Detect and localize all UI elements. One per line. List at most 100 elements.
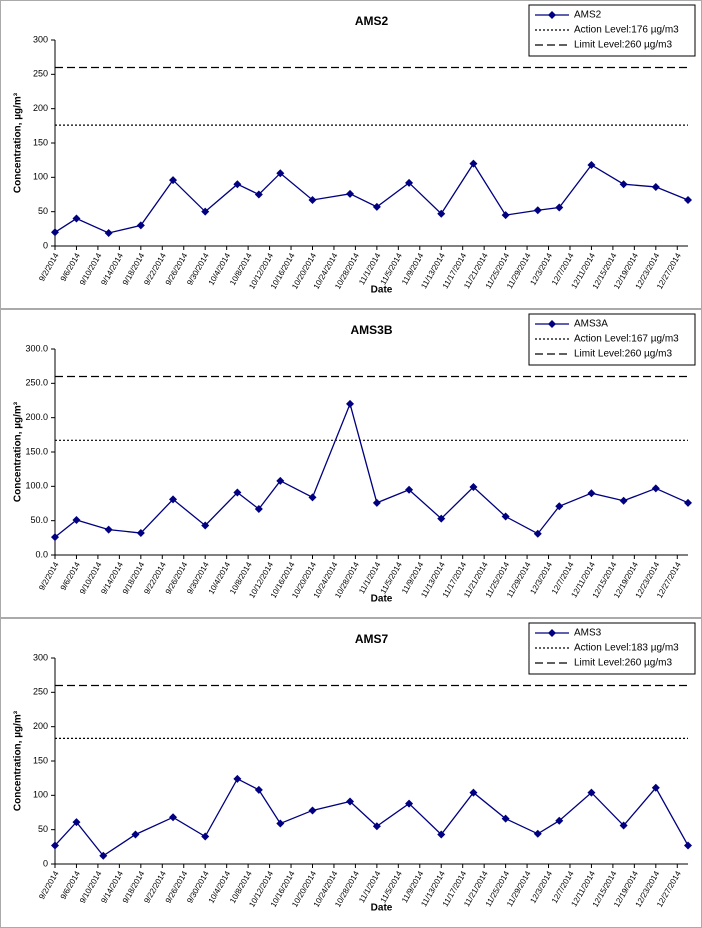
data-point [104, 525, 113, 534]
legend-label: Action Level:176 µg/m3 [574, 25, 679, 36]
chart-title: AMS2 [355, 14, 389, 28]
data-point [136, 529, 145, 538]
data-point [233, 774, 242, 783]
y-tick-label: 300.0 [25, 343, 48, 353]
data-point [469, 483, 478, 492]
data-point [136, 221, 145, 230]
x-tick-label: 9/6/2014 [59, 251, 83, 283]
y-tick-label: 200 [33, 103, 48, 113]
data-point [372, 498, 381, 507]
data-point [51, 841, 59, 850]
data-point [72, 818, 81, 827]
data-point [405, 485, 414, 494]
y-tick-label: 150 [33, 755, 48, 765]
data-point [619, 496, 628, 505]
data-point [651, 182, 660, 191]
y-axis-label: Concentration, µg/m³ [13, 401, 24, 502]
data-point [405, 178, 414, 187]
legend-label: Limit Level:260 µg/m3 [574, 658, 672, 669]
data-point [308, 493, 317, 502]
legend-marker [548, 320, 556, 328]
data-point [372, 202, 381, 211]
data-point [555, 203, 564, 212]
data-point [169, 495, 178, 504]
data-point [131, 830, 140, 839]
y-tick-label: 0.0 [35, 549, 48, 559]
data-point [201, 207, 210, 216]
legend-label: Limit Level:260 µg/m3 [574, 349, 672, 360]
data-point [254, 504, 263, 513]
data-point [555, 816, 564, 825]
data-point [276, 169, 285, 178]
legend-label: Limit Level:260 µg/m3 [574, 40, 672, 51]
data-point [372, 822, 381, 831]
data-point [233, 180, 242, 189]
y-tick-label: 200 [33, 721, 48, 731]
data-point [684, 841, 692, 850]
chart-title: AMS7 [355, 632, 389, 646]
chart-panel: AMS7 Concentration, µg/m³ Date 0 50 100 150 200… [13, 622, 696, 914]
x-axis-label: Date [371, 594, 393, 605]
y-tick-label: 150.0 [25, 446, 48, 456]
legend-label: AMS3A [574, 319, 608, 330]
data-point [201, 832, 210, 841]
y-tick-label: 100 [33, 172, 48, 182]
y-tick-label: 0 [43, 858, 48, 868]
data-point [469, 159, 478, 168]
x-tick-label: 9/6/2014 [59, 869, 83, 901]
data-point [99, 851, 108, 860]
y-tick-label: 200.0 [25, 412, 48, 422]
y-tick-label: 250.0 [25, 378, 48, 388]
x-axis-label: Date [371, 903, 393, 914]
data-point [555, 502, 564, 511]
x-tick-label: 9/2/2014 [37, 560, 61, 592]
legend-label: AMS3 [574, 628, 602, 639]
y-tick-label: 50 [38, 824, 48, 834]
data-point [233, 488, 242, 497]
data-point [346, 399, 355, 408]
data-point [346, 189, 355, 198]
data-point [501, 211, 510, 220]
data-point [587, 788, 596, 797]
data-point [104, 228, 113, 237]
data-point [169, 176, 178, 185]
data-point [169, 813, 178, 822]
y-tick-label: 50 [38, 206, 48, 216]
data-point [254, 785, 263, 794]
legend-label: AMS2 [574, 10, 602, 21]
x-tick-label: 9/2/2014 [37, 251, 61, 283]
y-tick-label: 300 [33, 652, 48, 662]
data-point [501, 512, 510, 521]
data-point [276, 476, 285, 485]
y-tick-label: 50.0 [30, 515, 48, 525]
data-point [51, 228, 59, 237]
data-point [684, 498, 692, 507]
y-tick-label: 100 [33, 790, 48, 800]
data-point [72, 515, 81, 524]
data-point [501, 814, 510, 823]
y-axis-label: Concentration, µg/m³ [13, 710, 24, 811]
data-point [684, 195, 692, 204]
x-tick-label: 9/2/2014 [37, 869, 61, 901]
data-point [254, 190, 263, 199]
data-point [533, 829, 542, 838]
y-tick-label: 250 [33, 69, 48, 79]
x-tick-label: 9/6/2014 [59, 560, 83, 592]
data-point [587, 160, 596, 169]
legend-marker [548, 11, 556, 19]
data-point [308, 195, 317, 204]
data-point [619, 180, 628, 189]
data-point [346, 797, 355, 806]
y-tick-label: 300 [33, 34, 48, 44]
y-tick-label: 0 [43, 240, 48, 250]
y-tick-label: 150 [33, 137, 48, 147]
data-line [54, 401, 689, 538]
legend-label: Action Level:167 µg/m3 [574, 334, 679, 345]
data-point [619, 821, 628, 830]
data-point [651, 783, 660, 792]
data-point [437, 514, 446, 523]
data-point [308, 806, 317, 815]
chart-panel: AMS3B Concentration, µg/m³ Date 0.0 50.0 100.… [13, 313, 696, 605]
chart-title: AMS3B [350, 323, 392, 337]
data-point [405, 799, 414, 808]
